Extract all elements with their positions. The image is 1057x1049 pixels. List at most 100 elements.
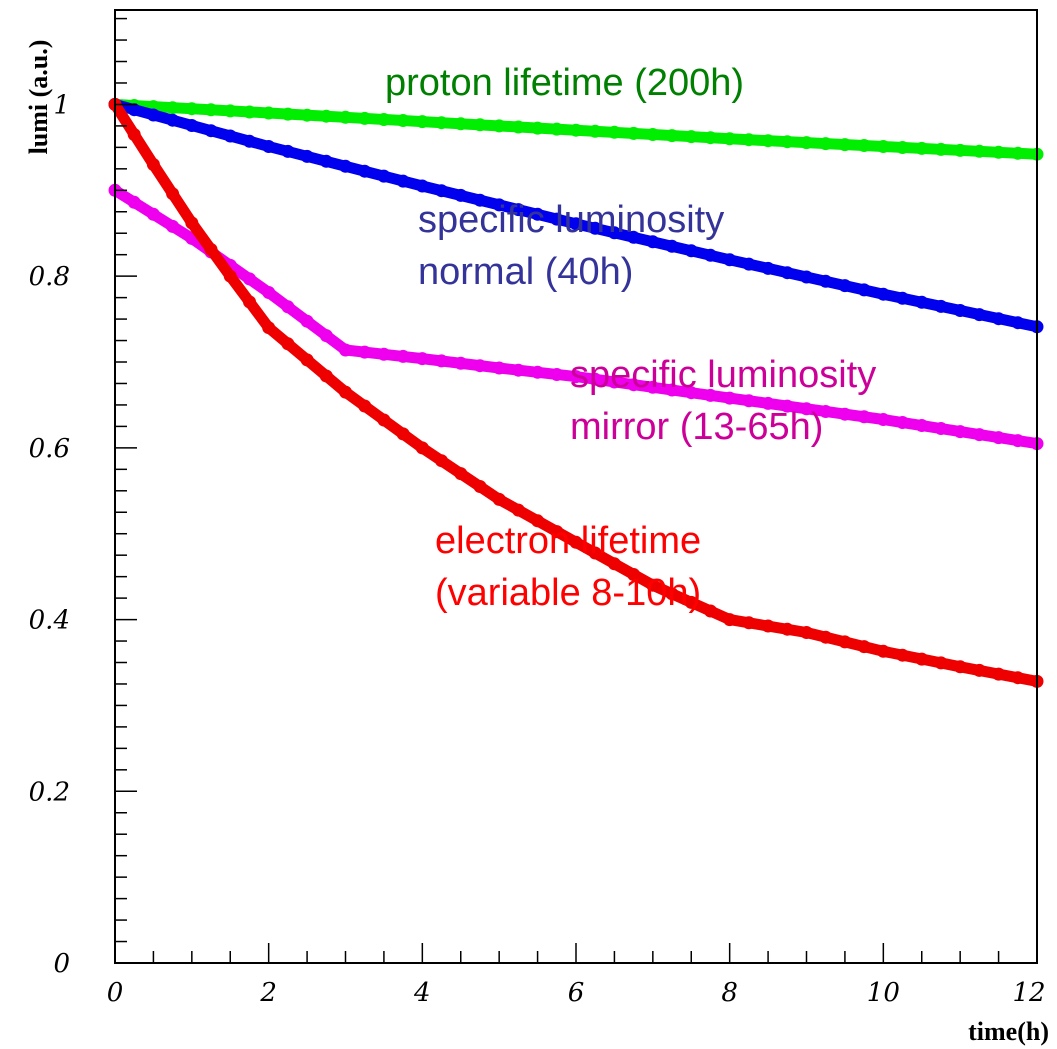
series-point-mirror: [800, 402, 813, 416]
series-point-mirror: [435, 354, 448, 368]
series-point-proton: [704, 131, 717, 145]
series-point-proton: [262, 106, 276, 120]
series-point-proton: [300, 108, 314, 122]
series-point-normal: [531, 207, 545, 221]
series-point-proton: [953, 143, 967, 157]
series-point-mirror: [339, 343, 352, 357]
annotations-layer: proton lifetime (200h) specific luminosit…: [385, 62, 876, 614]
series-point-normal: [857, 283, 871, 297]
series-point-normal: [646, 235, 660, 249]
series-point-proton: [646, 128, 660, 141]
series-point-normal: [992, 312, 1006, 326]
ticks-layer: 0 2 4 6 8 10 12 0 0.2 0.4 0.6 0.8 1: [29, 17, 1046, 1008]
x-axis-title: time(h): [968, 1017, 1049, 1046]
series-point-electron: [531, 514, 545, 528]
series-point-normal: [550, 212, 564, 226]
series-point-normal: [704, 248, 717, 262]
series-point-mirror: [300, 314, 314, 328]
series-point-normal: [780, 266, 794, 280]
series-point-normal: [665, 239, 679, 253]
series-point-mirror: [511, 363, 525, 377]
series-point-proton: [684, 130, 698, 144]
series-point-mirror: [1011, 434, 1025, 448]
series-point-normal: [204, 124, 218, 138]
series-point-normal: [934, 299, 948, 313]
series-point-mirror: [550, 368, 564, 381]
series-point-proton: [1011, 146, 1025, 160]
series-point-proton: [473, 118, 487, 132]
series-point-mirror: [262, 286, 276, 299]
series-point-proton: [723, 132, 737, 146]
series-point-normal: [953, 304, 967, 317]
series-point-proton: [607, 125, 621, 139]
series-point-electron: [492, 492, 506, 506]
series-point-normal: [896, 291, 909, 305]
series-point-electron: [646, 578, 660, 592]
y-tick-label: 0: [53, 949, 70, 979]
series-point-electron: [319, 369, 333, 383]
series-point-electron: [415, 441, 429, 455]
series-point-normal: [627, 230, 641, 244]
series-point-mirror: [704, 388, 717, 402]
series-point-electron: [1011, 671, 1025, 685]
series-point-mirror: [146, 207, 160, 221]
series-point-mirror: [896, 416, 909, 429]
y-tick-label: 0.6: [29, 434, 70, 464]
y-axis-title: lumi (a.u.): [24, 40, 53, 155]
series-point-mirror: [857, 410, 871, 424]
series-point-mirror: [761, 396, 775, 410]
series-point-normal: [742, 257, 756, 271]
series-point-electron: [761, 619, 775, 633]
series-point-normal: [588, 221, 602, 235]
series-point-electron: [665, 587, 679, 601]
annotation-electron: electron lifetime (variable 8-10h): [435, 520, 701, 614]
x-tick-label: 4: [413, 978, 431, 1008]
series-point-mirror: [243, 272, 256, 286]
series-point-electron: [185, 216, 199, 230]
series-point-proton: [838, 138, 852, 152]
series-point-proton: [166, 101, 180, 115]
x-tick-label: 6: [568, 978, 585, 1008]
series-point-normal: [319, 154, 333, 168]
x-tick-label: 8: [721, 978, 738, 1008]
series-point-mirror: [454, 356, 468, 370]
series-point-proton: [415, 115, 429, 129]
series-point-normal: [146, 108, 160, 122]
y-tick-label: 0.8: [29, 262, 70, 292]
series-point-electron: [243, 295, 256, 309]
series-point-normal: [876, 287, 890, 301]
series-point-mirror: [953, 425, 967, 439]
series-point-proton: [511, 120, 525, 134]
series-point-proton: [319, 109, 333, 123]
series-point-proton: [550, 122, 564, 136]
x-tick-label: 0: [107, 978, 124, 1008]
annotation-mirror: specific luminosity mirror (13-65h): [570, 354, 876, 448]
series-point-mirror: [396, 349, 410, 363]
series-point-electron: [800, 626, 813, 639]
plot-frame: [114, 9, 1038, 964]
series-point-normal: [915, 295, 929, 309]
series-point-proton: [492, 119, 506, 133]
series-point-mirror: [646, 380, 660, 394]
series-point-mirror: [876, 413, 890, 426]
series-point-electron: [627, 568, 641, 581]
series-point-electron: [723, 613, 737, 627]
series-point-normal: [396, 174, 410, 188]
series-point-mirror: [319, 329, 333, 343]
series-point-mirror: [742, 394, 756, 408]
series-point-electron: [684, 595, 698, 609]
series-point-proton: [396, 114, 410, 127]
series-point-proton: [569, 123, 583, 137]
series-point-electron: [588, 546, 602, 560]
series-point-normal: [1011, 316, 1025, 330]
series-point-normal: [473, 193, 487, 207]
series-point-electron: [377, 413, 391, 427]
series-point-mirror: [992, 431, 1006, 445]
x-tick-label: 10: [867, 978, 900, 1008]
series-point-proton: [761, 134, 775, 148]
series-point-electron: [569, 535, 583, 549]
series-point-mirror: [588, 372, 602, 386]
series-point-normal: [223, 129, 237, 143]
series-point-electron: [146, 158, 160, 171]
series-point-normal: [185, 119, 199, 132]
